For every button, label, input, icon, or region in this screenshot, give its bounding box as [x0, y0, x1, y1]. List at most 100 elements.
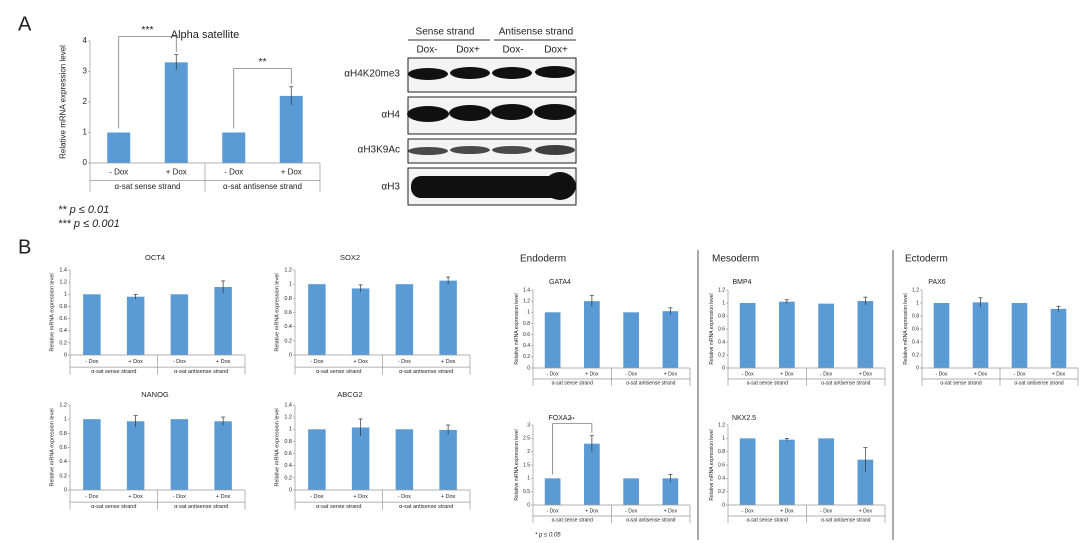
chart-title: Alpha satellite [171, 29, 240, 41]
bar [584, 301, 600, 368]
y-tick-label: 0.8 [718, 313, 725, 319]
significance-bracket [233, 68, 292, 129]
group-label: α-sat sense strand [316, 369, 361, 375]
y-tick-label: 0 [64, 487, 67, 493]
y-tick-label: 1 [289, 282, 292, 288]
x-tick-label: - Dox [742, 371, 754, 377]
western-blot: Sense strand Antisense strand Dox- Dox+ … [344, 27, 577, 206]
y-tick-label: 0.2 [59, 473, 67, 479]
x-tick-label: - Dox [173, 359, 186, 365]
row-label: αH3 [381, 182, 400, 193]
group-label: α-sat antisense strand [1014, 380, 1064, 386]
y-axis-label: Relative mRNA expression level [709, 293, 715, 364]
lane-label: Dox+ [544, 45, 568, 56]
group-label: α-sat antisense strand [821, 517, 871, 523]
y-tick-label: 4 [83, 36, 88, 45]
lane-label: Dox- [502, 45, 523, 56]
row-label: αH4K20me3 [344, 69, 400, 80]
y-tick-label: 2 [83, 97, 88, 106]
group-label: α-sat sense strand [552, 380, 593, 386]
bar [739, 303, 756, 368]
bar [439, 429, 457, 490]
bar [107, 132, 131, 163]
bar [1050, 308, 1067, 368]
y-tick-label: 1.5 [523, 462, 530, 468]
x-tick-label: + Dox [216, 494, 231, 500]
x-tick-label: + Dox [1052, 371, 1066, 377]
panel-label: A [18, 13, 32, 35]
y-tick-label: 1 [83, 128, 88, 137]
x-tick-label: + Dox [128, 359, 143, 365]
chart-title: NANOG [141, 390, 169, 399]
group-label: α-sat sense strand [316, 504, 361, 510]
section-title: Mesoderm [712, 254, 759, 265]
chart-title: FOXA2 [549, 415, 572, 422]
y-tick-label: 3 [83, 67, 88, 76]
x-tick-label: + Dox [859, 371, 873, 377]
section-title: Ectoderm [905, 254, 948, 265]
y-tick-label: 0.6 [718, 462, 725, 468]
chart-title: GATA4 [549, 279, 571, 286]
bar [126, 421, 145, 490]
y-tick-label: 0.4 [718, 339, 725, 345]
y-axis-label: Relative mRNA expression level [514, 293, 520, 364]
y-tick-label: 0.2 [284, 475, 292, 481]
y-axis-label: Relative mRNA expression level [709, 429, 715, 500]
y-tick-label: 0.2 [284, 338, 292, 344]
bar [972, 302, 989, 368]
y-axis-label: Relative mRNA expression level [903, 293, 909, 364]
y-tick-label: 0 [64, 352, 67, 358]
bar [395, 429, 414, 490]
y-tick-label: 0.8 [284, 296, 292, 302]
bands [407, 66, 576, 200]
group-label: α-sat antisense strand [626, 380, 676, 386]
y-tick-label: 1 [64, 417, 67, 423]
y-tick-label: 0 [289, 352, 292, 358]
x-tick-label: + Dox [780, 508, 794, 514]
x-tick-label: - Dox [310, 494, 323, 500]
y-tick-label: 0.8 [523, 321, 530, 327]
panel-label: B [18, 236, 31, 258]
y-tick-label: 1.2 [59, 402, 67, 408]
y-tick-label: 3 [527, 422, 530, 428]
x-tick-label: + Dox [216, 359, 231, 365]
y-tick-label: 1 [722, 436, 725, 442]
x-tick-label: - Dox [398, 494, 411, 500]
significance-label: ** [258, 57, 266, 68]
y-tick-label: 0.5 [523, 489, 530, 495]
y-tick-label: 0.8 [59, 304, 67, 310]
bar [662, 478, 679, 505]
bar [1011, 303, 1028, 368]
bar [126, 296, 145, 355]
x-tick-label: - Dox [820, 371, 832, 377]
x-tick-label: - Dox [85, 494, 98, 500]
bar [351, 288, 370, 355]
y-tick-label: 0.6 [284, 310, 292, 316]
y-tick-label: 0.6 [284, 451, 292, 457]
lane-label: Dox+ [456, 45, 480, 56]
y-tick-label: 0.6 [912, 326, 919, 332]
bar [739, 438, 756, 505]
y-tick-label: 0.8 [718, 449, 725, 455]
group-label: α-sat sense strand [747, 517, 788, 523]
bar [623, 478, 639, 505]
bar [662, 311, 679, 368]
y-tick-label: 0.8 [284, 439, 292, 445]
y-tick-label: 1 [289, 427, 292, 433]
y-tick-label: 1.2 [284, 415, 292, 421]
footnote: *** p ≤ 0.001 [58, 218, 120, 230]
x-tick-label: - Dox [625, 371, 637, 377]
x-tick-label: - Dox [547, 371, 559, 377]
x-tick-label: - Dox [398, 359, 411, 365]
x-tick-label: - Dox [109, 168, 128, 177]
y-tick-label: 0.8 [59, 431, 67, 437]
bar [779, 439, 795, 505]
chart-title: BMP4 [732, 279, 751, 286]
y-axis-label: Relative mRNA expression level [514, 429, 520, 500]
group-label: α-sat sense strand [91, 504, 136, 510]
y-tick-label: 0.2 [523, 354, 530, 360]
bar [83, 419, 101, 490]
group-label: α-sat antisense strand [399, 369, 453, 375]
y-tick-label: 0.2 [59, 340, 67, 346]
